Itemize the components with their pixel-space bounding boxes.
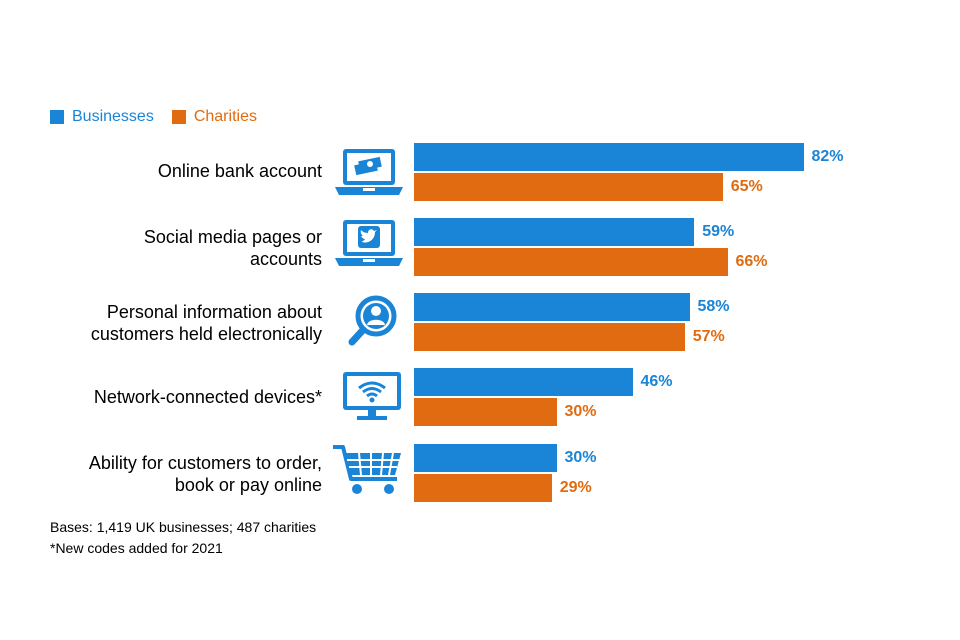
value-label-charities-4: 29% — [559, 479, 592, 496]
laptop-twitter-icon — [335, 220, 403, 266]
bar-businesses-2 — [414, 293, 690, 321]
bar-charities-4 — [414, 474, 552, 502]
value-label-businesses-0: 82% — [811, 148, 844, 165]
bar-charities-0 — [414, 173, 723, 201]
category-label-online-bank: Online bank account — [157, 161, 322, 181]
value-label-businesses-2: 58% — [697, 298, 730, 315]
monitor-wifi-icon — [343, 372, 401, 420]
bar-charities-2 — [414, 323, 685, 351]
value-label-charities-2: 57% — [692, 328, 725, 345]
category-label-network-devices: Network-connected devices* — [93, 387, 322, 407]
legend-label-charities: Charities — [193, 108, 257, 125]
legend-item-businesses: Businesses — [50, 108, 154, 126]
legend-item-charities: Charities — [171, 108, 257, 126]
footnote-bases: Bases: 1,419 UK businesses; 487 charitie… — [50, 519, 317, 535]
category-label-personal-info: Personal information about customers hel… — [90, 302, 322, 344]
value-label-businesses-1: 59% — [702, 223, 735, 240]
bar-businesses-4 — [414, 444, 557, 472]
magnifier-person-icon — [348, 295, 397, 346]
bar-businesses-0 — [414, 143, 804, 171]
legend-swatch-businesses — [50, 110, 64, 124]
bar-charities-1 — [414, 248, 728, 276]
bar-businesses-1 — [414, 218, 695, 246]
category-label-social-media: Social media pages or accounts — [143, 227, 322, 269]
bar-charities-3 — [414, 398, 557, 426]
laptop-money-icon — [335, 149, 403, 195]
value-label-businesses-3: 46% — [640, 373, 673, 390]
value-label-charities-0: 65% — [730, 178, 763, 195]
category-label-online-ordering: Ability for customers to order, book or … — [88, 453, 322, 495]
bar-businesses-3 — [414, 368, 633, 396]
shopping-cart-icon — [333, 445, 401, 494]
value-label-charities-3: 30% — [564, 403, 597, 420]
value-label-charities-1: 66% — [735, 253, 768, 270]
value-label-businesses-4: 30% — [564, 449, 597, 466]
legend-label-businesses: Businesses — [72, 108, 154, 125]
legend-swatch-charities — [171, 110, 186, 124]
legend: Businesses Charities — [50, 108, 275, 126]
footnote-new-codes: *New codes added for 2021 — [50, 540, 223, 556]
